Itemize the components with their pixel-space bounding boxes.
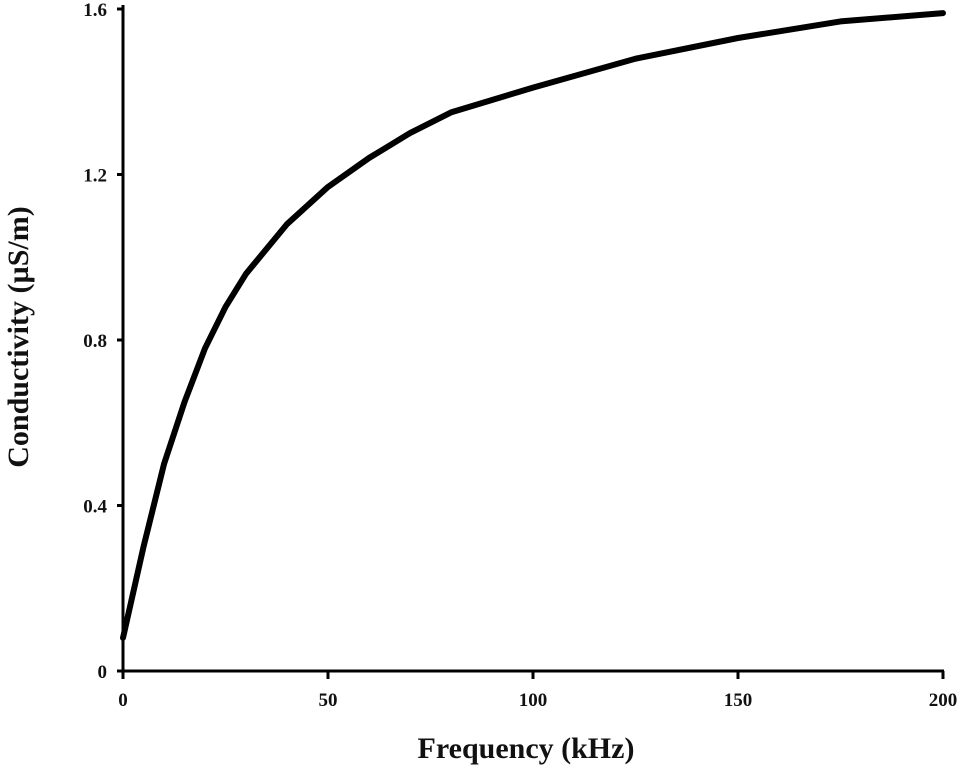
x-tick-label: 150 (724, 690, 753, 711)
x-tick-label: 200 (929, 690, 958, 711)
x-tick-labels: 0 50 100 150 200 (118, 690, 957, 711)
y-tick-label: 0.8 (83, 331, 107, 352)
y-axis-title: Conductivity (µS/m) (2, 206, 35, 467)
y-tick-label: 0.4 (83, 497, 107, 518)
conductivity-curve (120, 10, 946, 641)
x-axis-title: Frequency (kHz) (418, 732, 635, 765)
y-tick-labels: 0 0.4 0.8 1.2 1.6 (83, 0, 107, 683)
y-tick-label: 1.6 (83, 0, 107, 21)
x-tick-label: 0 (118, 690, 128, 711)
x-tick-label: 100 (519, 690, 548, 711)
plot-area (117, 5, 946, 679)
y-tick-label: 0 (98, 662, 108, 683)
y-tick-label: 1.2 (83, 166, 107, 187)
x-tick-label: 50 (319, 690, 338, 711)
y-tick-marks (117, 7, 123, 673)
